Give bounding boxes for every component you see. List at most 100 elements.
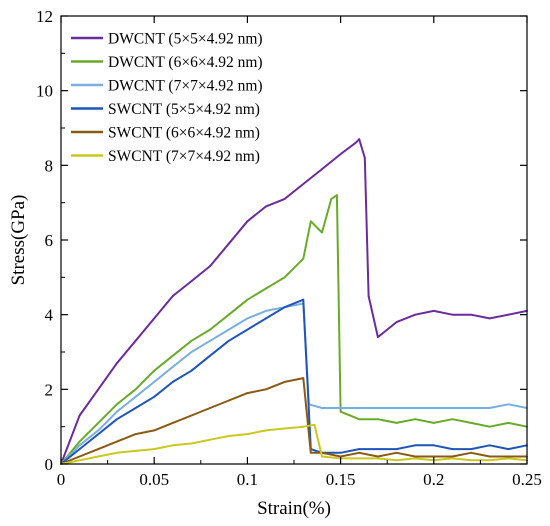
data-point <box>97 448 100 450</box>
data-point <box>97 455 100 458</box>
data-point <box>78 444 81 447</box>
data-point <box>432 444 435 447</box>
data-point <box>302 298 305 301</box>
data-point <box>171 380 174 383</box>
data-point <box>134 433 137 436</box>
data-point <box>451 418 454 421</box>
data-point <box>227 339 230 342</box>
data-point <box>153 380 156 383</box>
x-tick-label: 0.1 <box>237 470 258 489</box>
data-point <box>265 310 267 312</box>
data-point <box>470 313 472 316</box>
data-point <box>358 407 361 409</box>
data-point <box>395 321 398 324</box>
data-point <box>227 328 230 331</box>
x-tick-label: 0.15 <box>326 470 356 489</box>
data-point <box>414 455 417 458</box>
data-point <box>451 313 454 316</box>
data-point <box>358 457 361 460</box>
data-point <box>116 440 118 443</box>
data-point <box>339 410 342 413</box>
data-point <box>470 422 472 424</box>
data-point <box>265 205 267 208</box>
data-point <box>414 407 417 409</box>
data-point <box>376 457 379 460</box>
tick-layer: 0 0.05 0.1 0.15 0.2 0.25 0 2 4 6 8 10 12 <box>36 7 542 489</box>
data-point <box>321 407 323 409</box>
data-point <box>330 198 333 200</box>
data-point <box>507 457 510 460</box>
x-tick-label: 0.05 <box>139 470 169 489</box>
data-point <box>376 448 379 450</box>
data-point <box>339 451 342 454</box>
data-point <box>395 451 398 454</box>
data-point <box>313 423 316 426</box>
data-point <box>470 448 472 450</box>
data-point <box>190 351 193 353</box>
data-point <box>488 444 491 447</box>
data-point <box>302 377 305 380</box>
data-point <box>507 448 510 450</box>
data-point <box>302 425 305 428</box>
data-point <box>358 138 361 141</box>
data-point <box>488 455 491 458</box>
data-point <box>171 366 174 368</box>
data-point <box>190 280 193 282</box>
data-point <box>190 442 193 445</box>
data-point <box>246 433 249 436</box>
data-point <box>134 407 137 409</box>
legend-label: DWCNT (6×6×4.92 nm) <box>108 54 263 71</box>
data-point <box>283 198 286 200</box>
data-point <box>209 407 212 409</box>
data-point <box>227 435 230 437</box>
y-tick-label: 10 <box>36 82 53 101</box>
data-point <box>78 440 81 443</box>
data-point <box>227 242 230 245</box>
data-point <box>153 395 156 398</box>
data-point <box>283 427 286 430</box>
data-point <box>171 444 174 447</box>
data-point <box>209 354 212 357</box>
data-point <box>395 459 398 462</box>
data-point <box>507 313 510 316</box>
data-point <box>470 451 472 454</box>
data-point <box>246 328 249 331</box>
x-tick-label: 0.25 <box>512 470 542 489</box>
data-point <box>339 455 342 458</box>
data-point <box>414 444 417 447</box>
data-point <box>190 339 193 342</box>
data-point <box>367 295 370 297</box>
data-point <box>470 407 472 409</box>
data-point <box>209 438 212 441</box>
data-point <box>309 451 312 454</box>
data-point <box>358 418 361 421</box>
data-point <box>414 457 417 460</box>
legend-label: SWCNT (5×5×4.92 nm) <box>108 101 260 118</box>
data-point <box>246 298 249 301</box>
data-point <box>507 403 510 406</box>
x-tick-label: 0.2 <box>423 470 444 489</box>
data-point <box>78 448 81 450</box>
data-point <box>190 369 193 372</box>
data-point <box>227 399 230 402</box>
y-tick-label: 2 <box>45 380 54 399</box>
data-point <box>414 313 417 316</box>
data-point <box>153 317 156 320</box>
x-tick-label: 0 <box>57 470 66 489</box>
data-point <box>335 194 338 197</box>
data-point <box>134 339 137 342</box>
data-point <box>78 455 81 458</box>
data-point <box>376 455 379 458</box>
legend-label: DWCNT (7×7×4.92 nm) <box>108 78 263 95</box>
data-point <box>116 451 118 454</box>
data-point <box>358 448 361 450</box>
data-point <box>376 407 379 409</box>
data-point <box>395 448 398 450</box>
data-point <box>321 168 323 170</box>
data-point <box>432 407 435 409</box>
data-point <box>265 287 267 290</box>
data-point <box>488 317 491 320</box>
data-point <box>265 429 267 432</box>
data-point <box>116 418 118 421</box>
